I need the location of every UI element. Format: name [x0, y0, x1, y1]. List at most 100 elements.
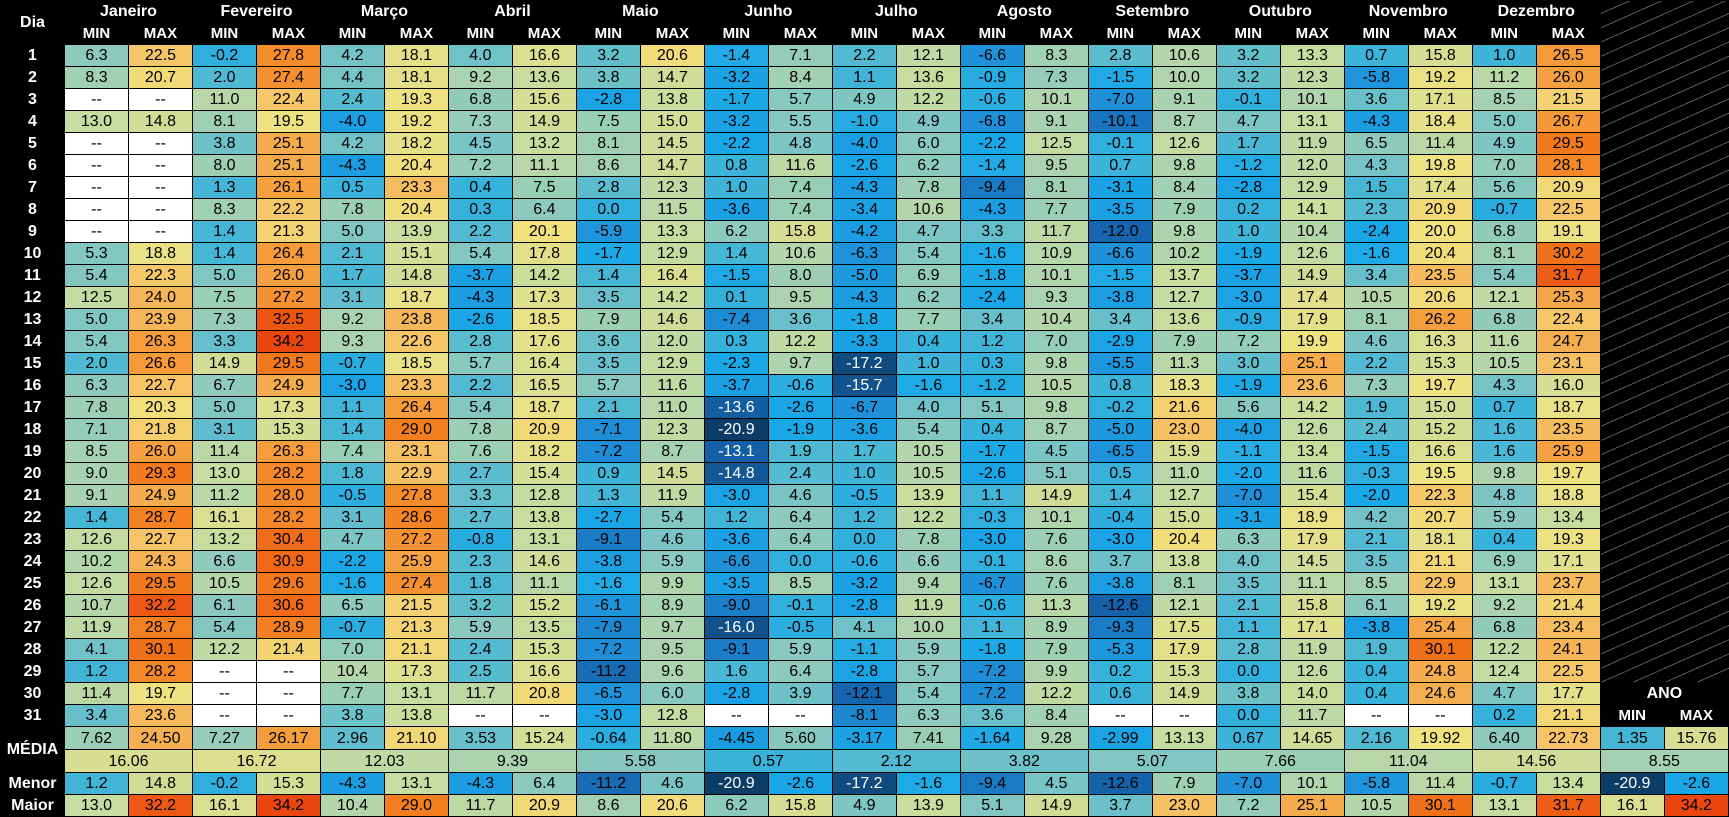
temperature-cell: 11.9 [895, 594, 961, 617]
temperature-cell: 1.0 [1215, 220, 1281, 243]
temperature-cell: 4.9 [1471, 132, 1537, 155]
temperature-cell: 9.8 [1151, 220, 1217, 243]
temperature-cell: 22.4 [255, 88, 321, 111]
temperature-cell: 17.1 [1279, 616, 1345, 639]
temperature-cell: 0.3 [703, 330, 769, 353]
day-label: 3 [0, 88, 65, 111]
media-cell: -2.99 [1087, 726, 1153, 750]
menor-cell: 7.9 [1151, 772, 1217, 795]
temperature-cell: 6.6 [895, 550, 961, 573]
temperature-cell: 23.0 [1151, 418, 1217, 441]
temperature-cell: -1.8 [959, 264, 1025, 287]
table-row: 6 -- -- 8.0 25.1 -4.3 20.4 7.2 11.1 8.6 14.7 0.8 11.… [0, 154, 1729, 177]
temperature-cell: 14.0 [1279, 682, 1345, 705]
temperature-cell: -4.3 [1343, 110, 1409, 133]
temperature-cell: 8.1 [575, 132, 641, 155]
header-row-months: Dia Janeiro Fevereiro Março Abril Maio Junho Ju… [0, 0, 1729, 683]
temperature-cell: -16.0 [703, 616, 769, 639]
temperature-cell: 14.7 [639, 66, 705, 89]
menor-row: Menor 1.2 14.8 -0.2 15.3 -4.3 13.1 -4.3 6.4 -11.2… [0, 772, 1729, 795]
temperature-cell: -1.9 [1215, 242, 1281, 265]
temperature-cell: 4.7 [319, 528, 385, 551]
temperature-cell: 2.0 [63, 352, 129, 375]
max-header: MAX [639, 22, 705, 45]
menor-cell: -9.4 [959, 772, 1025, 795]
maior-cell: 20.6 [639, 794, 705, 817]
temperature-cell: -12.1 [831, 682, 897, 705]
temperature-cell: 0.3 [959, 352, 1025, 375]
media-mean-cell: 11.04 [1343, 749, 1473, 773]
temperature-cell: 1.2 [959, 330, 1025, 353]
temperature-cell: 16.4 [639, 264, 705, 287]
temperature-cell: 21.3 [383, 616, 449, 639]
temperature-cell: -0.1 [1215, 88, 1281, 111]
temperature-cell: 1.6 [703, 660, 769, 683]
temperature-cell: 23.9 [127, 308, 193, 331]
temperature-cell: 0.4 [1471, 528, 1537, 551]
temperature-cell: 2.8 [575, 176, 641, 199]
min-header: MIN [1087, 22, 1153, 45]
temperature-cell: 13.9 [383, 220, 449, 243]
ano-media-cell: 1.35 [1599, 726, 1665, 750]
maior-cell: 15.8 [767, 794, 833, 817]
temperature-cell: 13.8 [1151, 550, 1217, 573]
temperature-cell: 8.4 [1151, 176, 1217, 199]
temperature-cell: 13.4 [1535, 506, 1601, 529]
temperature-cell: 10.5 [895, 462, 961, 485]
temperature-cell: 25.1 [255, 132, 321, 155]
month-header: Agosto [959, 0, 1089, 23]
temperature-cell: 3.5 [1343, 550, 1409, 573]
temperature-cell: 5.7 [447, 352, 513, 375]
temperature-cell: 26.5 [1535, 44, 1601, 67]
temperature-cell: 7.4 [767, 198, 833, 221]
temperature-cell: -- [63, 154, 129, 177]
temperature-cell: 29.6 [255, 572, 321, 595]
temperature-cell: 11.9 [639, 484, 705, 507]
temperature-cell: 5.4 [447, 396, 513, 419]
temperature-cell: 28.0 [255, 484, 321, 507]
temperature-cell: 6.7 [191, 374, 257, 397]
temperature-cell: 16.5 [511, 374, 577, 397]
temperature-cell: 8.3 [191, 198, 257, 221]
temperature-cell: 7.0 [1471, 154, 1537, 177]
maior-cell: 13.9 [895, 794, 961, 817]
temperature-cell: 11.0 [639, 396, 705, 419]
temperature-cell: -14.8 [703, 462, 769, 485]
temperature-cell: 2.4 [1343, 418, 1409, 441]
temperature-cell: -1.8 [959, 638, 1025, 661]
temperature-cell: 12.2 [895, 88, 961, 111]
temperature-cell: -- [767, 704, 833, 727]
temperature-cell: 2.7 [447, 506, 513, 529]
temperature-cell: 5.1 [959, 396, 1025, 419]
temperature-cell: 0.4 [1343, 682, 1409, 705]
temperature-cell: 23.6 [1279, 374, 1345, 397]
maior-cell: 16.1 [191, 794, 257, 817]
temperature-cell: 12.4 [1471, 660, 1537, 683]
temperature-cell: 31.7 [1535, 264, 1601, 287]
temperature-cell: 15.2 [511, 594, 577, 617]
temperature-cell: -1.5 [1343, 440, 1409, 463]
temperature-cell: 2.8 [1087, 44, 1153, 67]
month-header: Novembro [1343, 0, 1473, 23]
temperature-cell: 11.4 [63, 682, 129, 705]
temperature-cell: -3.0 [703, 484, 769, 507]
temperature-cell: 14.2 [639, 286, 705, 309]
temperature-cell: 11.4 [191, 440, 257, 463]
media-mean-cell: 5.58 [575, 749, 705, 773]
temperature-cell: 6.8 [1471, 616, 1537, 639]
temperature-cell: 21.5 [383, 594, 449, 617]
temperature-cell: 6.5 [319, 594, 385, 617]
min-header: MIN [191, 22, 257, 45]
day-label: 31 [0, 704, 65, 727]
media-cell: 11.80 [639, 726, 705, 750]
media-cell: 2.96 [319, 726, 385, 750]
temperature-cell: -- [127, 198, 193, 221]
temperature-cell: 13.9 [895, 484, 961, 507]
media-cell: 9.28 [1023, 726, 1089, 750]
temperature-cell: -2.8 [831, 594, 897, 617]
media-mean-cell: 2.12 [831, 749, 961, 773]
temperature-cell: -3.8 [1087, 572, 1153, 595]
temperature-cell: -0.1 [767, 594, 833, 617]
temperature-cell: 20.1 [511, 220, 577, 243]
temperature-cell: 12.9 [639, 352, 705, 375]
